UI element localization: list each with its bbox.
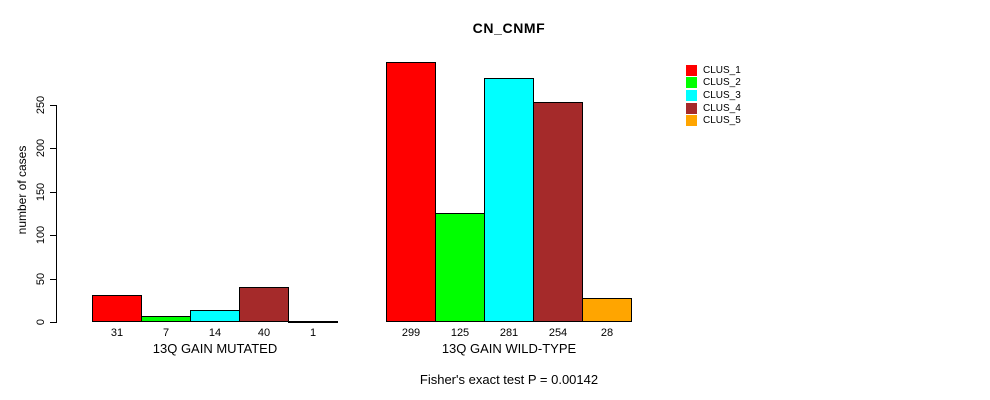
bar-value-label: 254 xyxy=(548,327,568,339)
legend-label: CLUS_2 xyxy=(703,77,741,89)
group-x-label: 13Q GAIN MUTATED xyxy=(152,341,278,356)
y-axis-tick xyxy=(50,105,57,106)
bar-value-label: 299 xyxy=(401,327,421,339)
legend-item-clus_1: CLUS_1 xyxy=(686,64,741,77)
bar-value-label: 7 xyxy=(162,327,170,339)
legend-swatch-icon xyxy=(686,115,697,127)
chart-title: CN_CNMF xyxy=(472,20,546,36)
bar-clus_2-group1 xyxy=(141,316,191,322)
bar-clus_4-group1 xyxy=(239,287,289,322)
y-tick-label: 150 xyxy=(35,182,47,202)
legend-swatch-icon xyxy=(686,77,697,89)
legend-swatch-icon xyxy=(686,64,697,76)
bar-clus_1-group1 xyxy=(92,295,142,322)
y-axis-tick xyxy=(50,148,57,149)
y-tick-label: 200 xyxy=(35,138,47,158)
bar-clus_3-group1 xyxy=(190,310,240,322)
y-tick-label: 50 xyxy=(35,272,47,286)
bar-clus_4-group2 xyxy=(533,102,583,322)
legend-label: CLUS_4 xyxy=(703,102,741,114)
y-axis-title: number of cases xyxy=(15,145,29,235)
bar-value-label: 281 xyxy=(499,327,519,339)
bar-value-label: 31 xyxy=(110,327,124,339)
y-axis-tick xyxy=(50,322,57,323)
y-axis-tick xyxy=(50,279,57,280)
bar-value-label: 1 xyxy=(309,327,317,339)
bar-clus_2-group2 xyxy=(435,213,485,322)
y-axis-line xyxy=(56,105,57,323)
bar-value-label: 14 xyxy=(208,327,222,339)
legend-label: CLUS_5 xyxy=(703,115,741,127)
y-axis-tick xyxy=(50,192,57,193)
bar-value-label: 28 xyxy=(600,327,614,339)
legend-item-clus_3: CLUS_3 xyxy=(686,89,741,102)
fisher-test-note: Fisher's exact test P = 0.00142 xyxy=(419,372,599,387)
bar-clus_3-group2 xyxy=(484,78,534,322)
bar-value-label: 40 xyxy=(257,327,271,339)
legend: CLUS_1 CLUS_2 CLUS_3 CLUS_4 CLUS_5 xyxy=(686,64,741,127)
legend-item-clus_2: CLUS_2 xyxy=(686,77,741,90)
y-tick-label: 100 xyxy=(35,225,47,245)
bar-value-label: 125 xyxy=(450,327,470,339)
bar-clus_5-group1 xyxy=(288,321,338,323)
bar-clus_5-group2 xyxy=(582,298,632,322)
legend-label: CLUS_3 xyxy=(703,89,741,101)
legend-item-clus_5: CLUS_5 xyxy=(686,114,741,127)
y-tick-label: 0 xyxy=(35,318,47,326)
legend-label: CLUS_1 xyxy=(703,64,741,76)
legend-item-clus_4: CLUS_4 xyxy=(686,102,741,115)
y-tick-label: 250 xyxy=(35,95,47,115)
legend-swatch-icon xyxy=(686,89,697,101)
legend-swatch-icon xyxy=(686,102,697,114)
bar-clus_1-group2 xyxy=(386,62,436,322)
y-axis-tick xyxy=(50,235,57,236)
group-x-label: 13Q GAIN WILD-TYPE xyxy=(441,341,577,356)
